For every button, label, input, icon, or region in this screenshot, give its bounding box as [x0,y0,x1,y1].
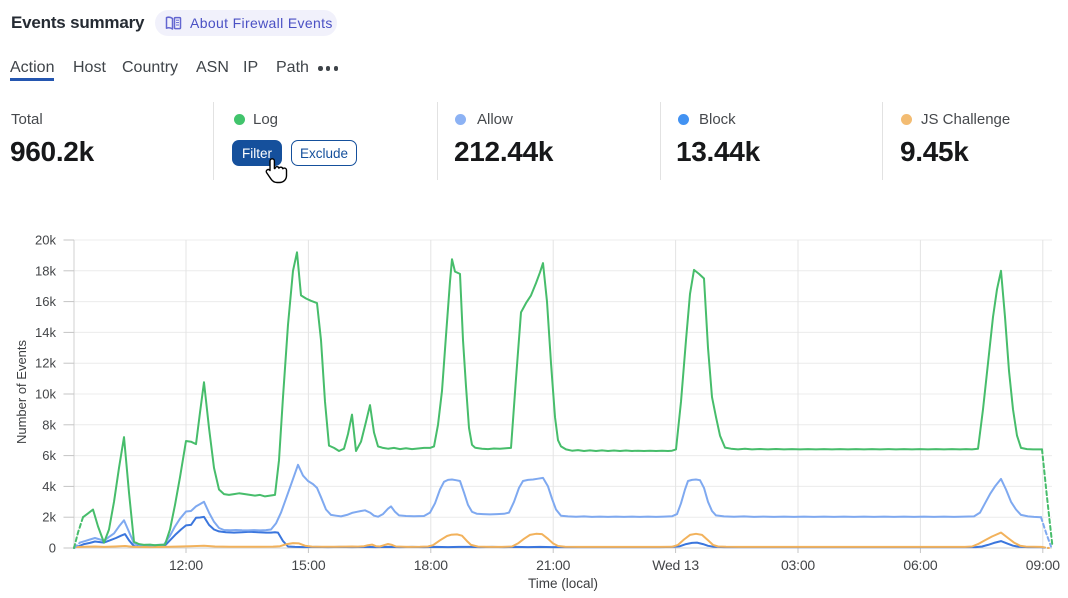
svg-text:4k: 4k [42,479,56,494]
svg-text:6k: 6k [42,448,56,463]
svg-text:12:00: 12:00 [169,557,203,573]
svg-text:Number of Events: Number of Events [14,339,29,444]
svg-text:16k: 16k [35,294,56,309]
svg-text:03:00: 03:00 [781,557,815,573]
svg-text:09:00: 09:00 [1026,557,1060,573]
svg-text:21:00: 21:00 [536,557,570,573]
svg-text:18:00: 18:00 [414,557,448,573]
svg-text:18k: 18k [35,263,56,278]
svg-text:14k: 14k [35,325,56,340]
svg-text:06:00: 06:00 [903,557,937,573]
svg-text:20k: 20k [35,233,56,248]
svg-text:2k: 2k [42,510,56,525]
svg-text:10k: 10k [35,387,56,402]
svg-text:15:00: 15:00 [291,557,325,573]
svg-text:8k: 8k [42,417,56,432]
svg-text:12k: 12k [35,356,56,371]
svg-text:Wed 13: Wed 13 [652,557,699,573]
svg-text:Time (local): Time (local) [528,576,598,591]
svg-text:0: 0 [49,541,56,556]
